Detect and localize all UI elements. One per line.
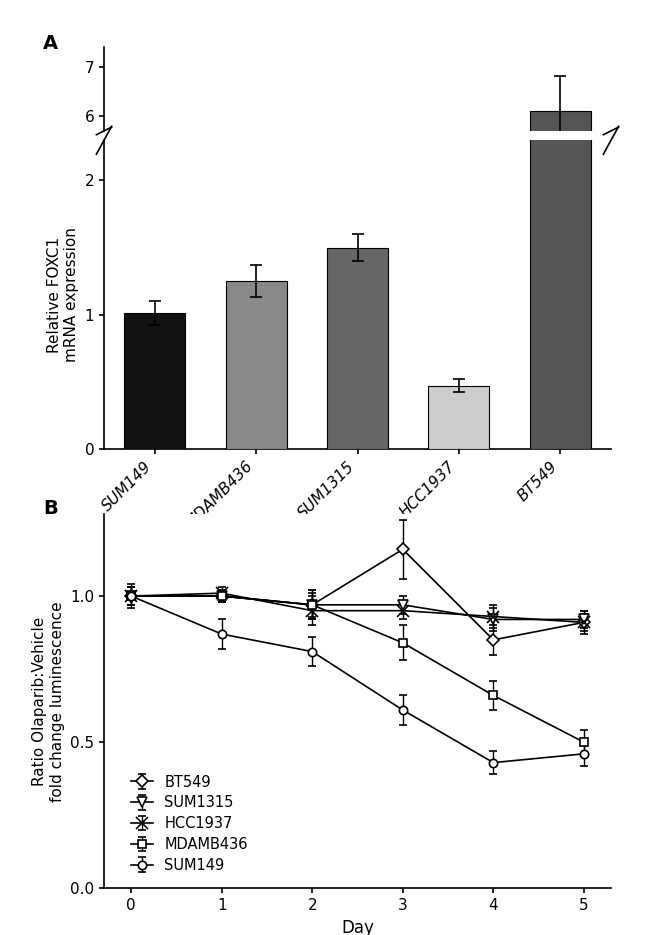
- Bar: [124, 313, 185, 449]
- Y-axis label: Ratio Olaparib:Vehicle
fold change luminescence: Ratio Olaparib:Vehicle fold change lumin…: [32, 601, 64, 801]
- Legend: BT549, SUM1315, HCC1937, MDAMB436, SUM149: BT549, SUM1315, HCC1937, MDAMB436, SUM14…: [127, 770, 252, 877]
- Bar: [530, 111, 591, 413]
- Bar: [124, 363, 185, 413]
- Bar: [428, 386, 489, 449]
- X-axis label: Day: Day: [341, 918, 374, 935]
- Bar: [428, 390, 489, 413]
- Bar: [327, 248, 388, 449]
- Text: B: B: [43, 499, 58, 518]
- Y-axis label: Relative FOXC1
mRNA expression: Relative FOXC1 mRNA expression: [47, 227, 79, 362]
- Text: A: A: [43, 34, 58, 53]
- Bar: [226, 352, 287, 413]
- Bar: [226, 281, 287, 449]
- Bar: [530, 0, 591, 449]
- Bar: [327, 338, 388, 413]
